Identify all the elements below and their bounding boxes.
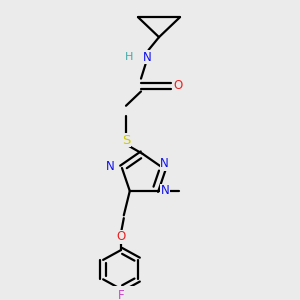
Text: O: O — [174, 79, 183, 92]
Text: N: N — [160, 157, 169, 170]
Text: O: O — [116, 230, 125, 243]
Text: N: N — [160, 184, 169, 197]
Text: H: H — [125, 52, 134, 62]
Text: N: N — [142, 51, 152, 64]
Text: N: N — [106, 160, 115, 173]
Text: S: S — [122, 134, 130, 147]
Text: F: F — [118, 289, 124, 300]
